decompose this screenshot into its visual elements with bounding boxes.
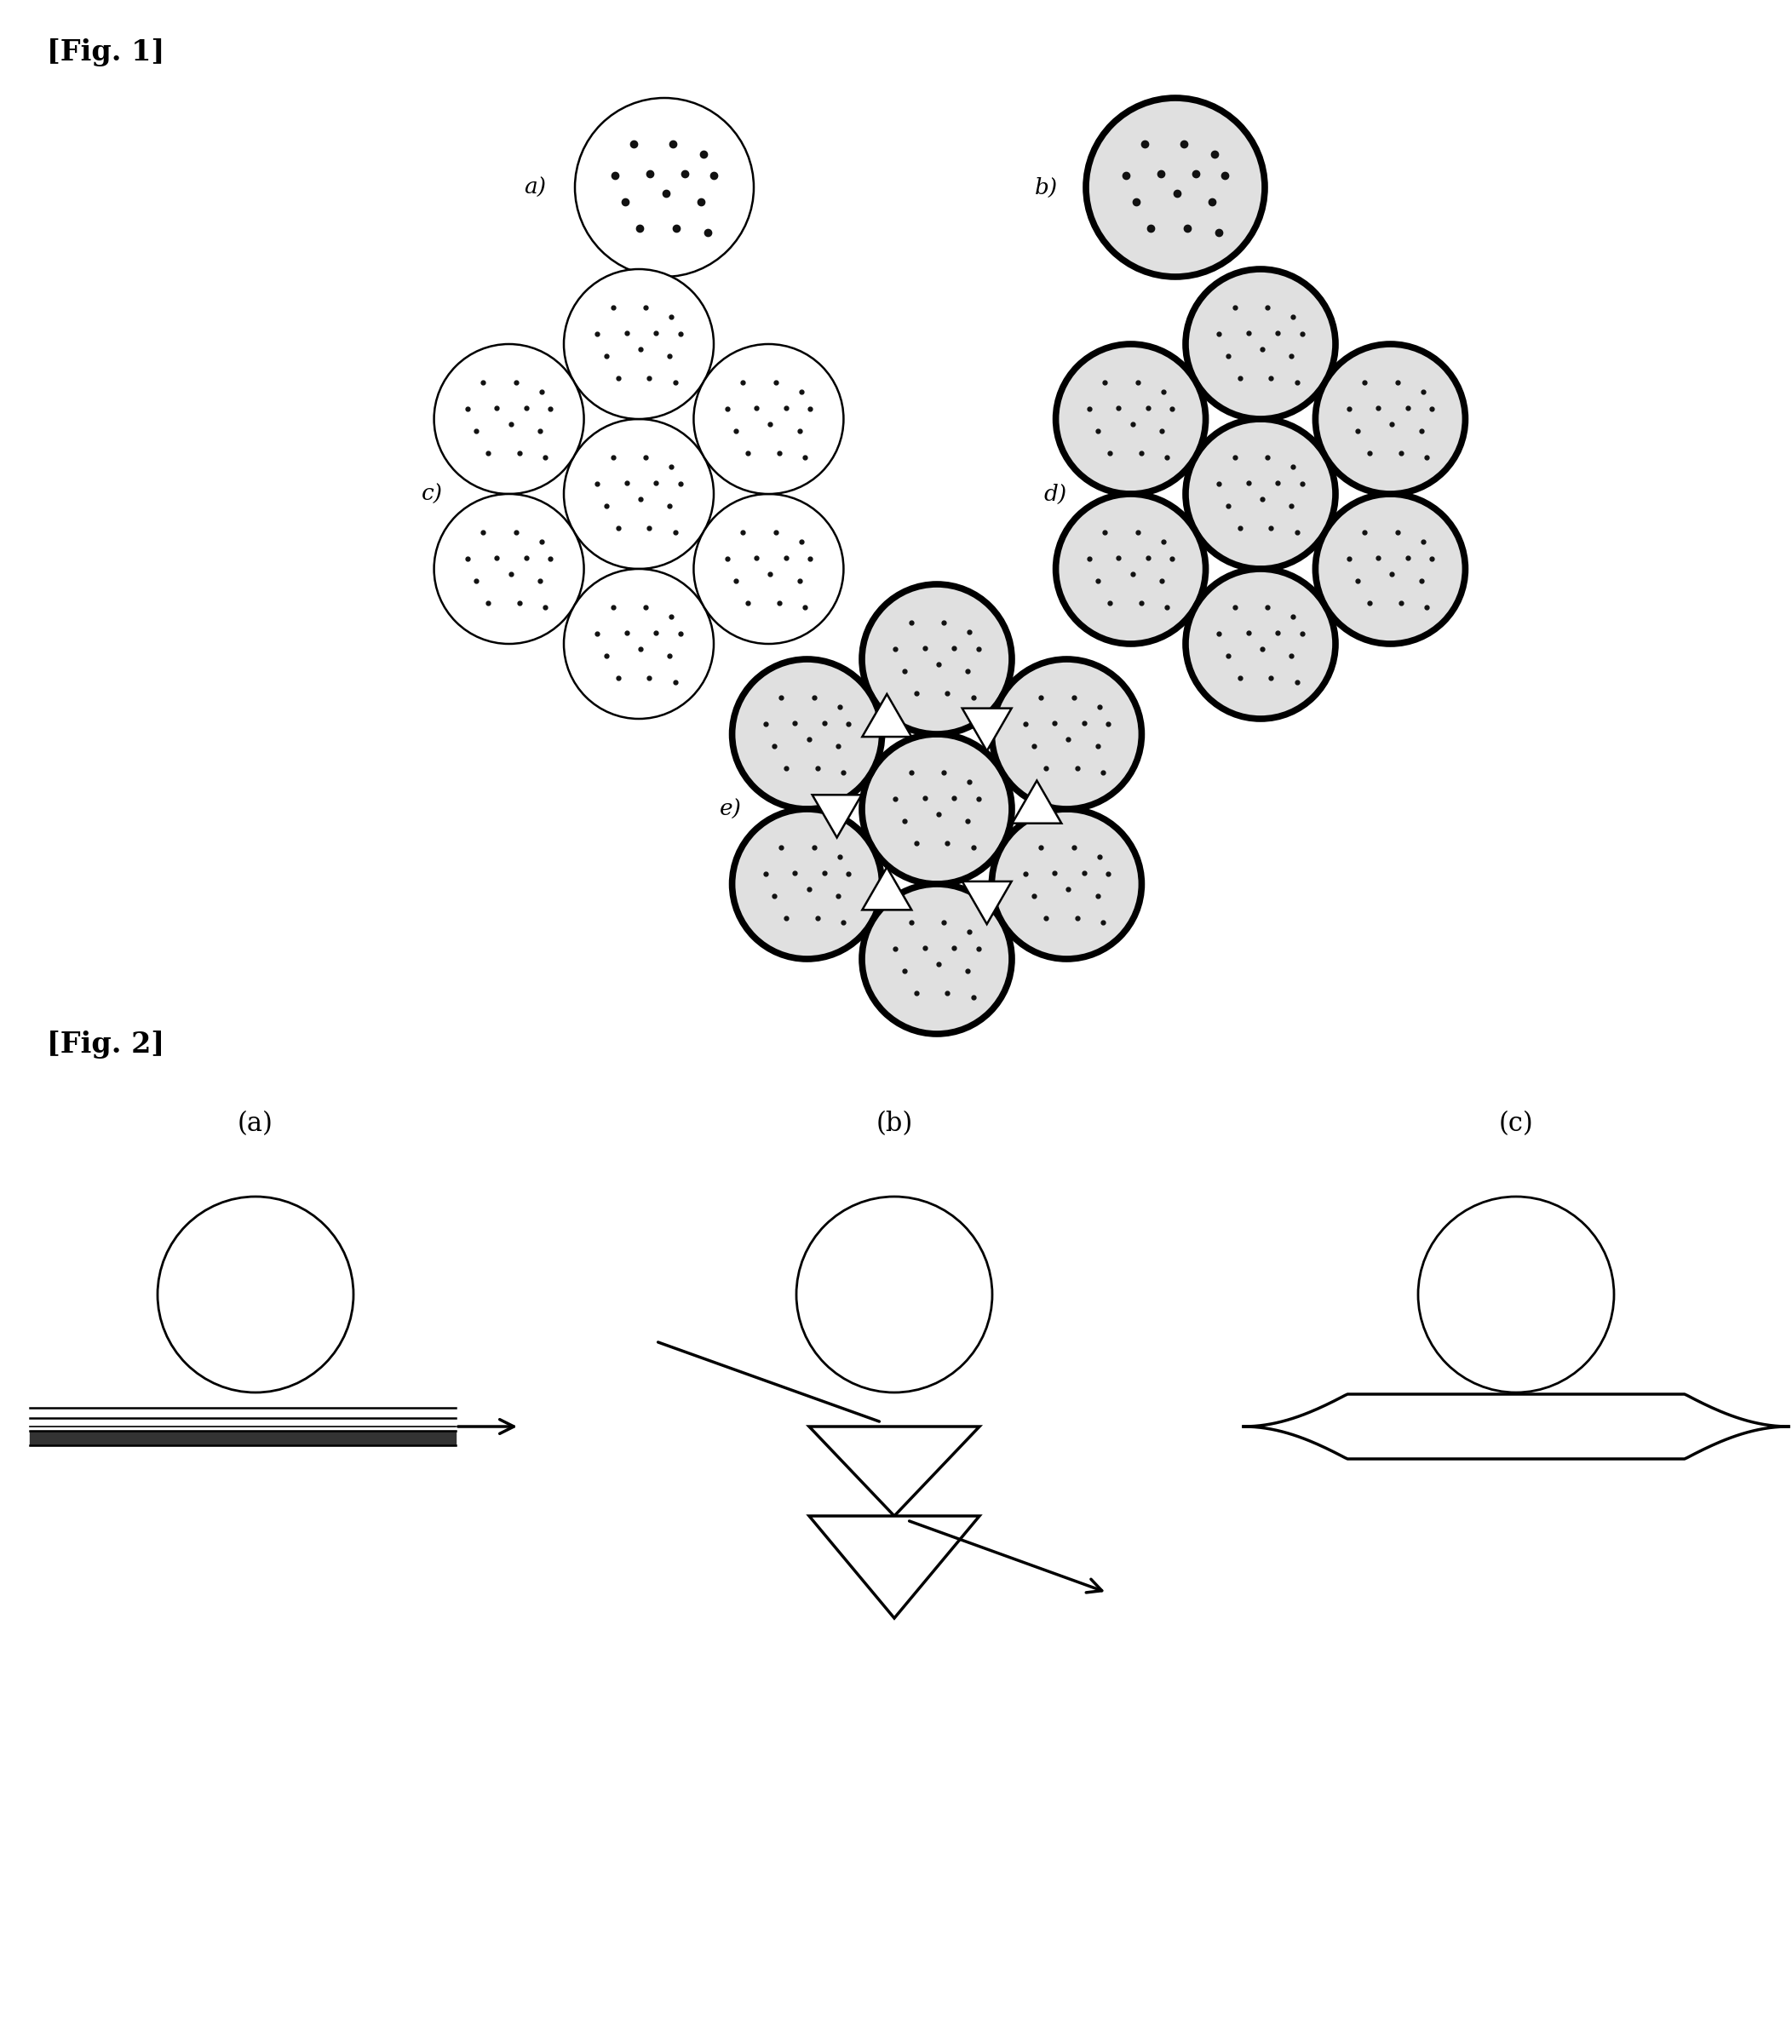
Circle shape [796,1196,993,1392]
Circle shape [564,419,713,568]
Circle shape [564,568,713,719]
Circle shape [694,495,844,644]
Circle shape [1186,419,1335,568]
Circle shape [1417,1196,1615,1392]
Circle shape [991,658,1142,809]
Circle shape [733,809,882,959]
Circle shape [564,270,713,419]
Polygon shape [812,795,862,838]
Circle shape [1055,343,1206,495]
Circle shape [1315,343,1466,495]
Circle shape [434,495,584,644]
Circle shape [694,343,844,495]
Circle shape [862,734,1012,883]
Circle shape [158,1196,353,1392]
Circle shape [1315,495,1466,644]
Text: a): a) [523,176,547,198]
Circle shape [862,883,1012,1034]
Circle shape [1086,98,1265,276]
Text: c): c) [421,482,443,505]
Text: d): d) [1043,482,1066,505]
Circle shape [862,585,1012,734]
Polygon shape [1012,781,1061,824]
Text: e): e) [720,799,742,820]
Polygon shape [862,695,912,736]
Text: (b): (b) [876,1112,912,1136]
Text: (a): (a) [238,1112,274,1136]
Circle shape [1055,495,1206,644]
Bar [30,1408,455,1445]
Circle shape [434,343,584,495]
Polygon shape [810,1427,980,1517]
Text: [Fig. 2]: [Fig. 2] [47,1030,165,1059]
Polygon shape [810,1517,980,1619]
Text: (c): (c) [1498,1112,1534,1136]
Circle shape [575,98,754,276]
Circle shape [733,658,882,809]
Polygon shape [862,867,912,910]
Polygon shape [962,709,1011,750]
Text: [Fig. 1]: [Fig. 1] [47,39,165,65]
Text: b): b) [1034,176,1057,198]
Circle shape [991,809,1142,959]
Circle shape [1186,270,1335,419]
Polygon shape [962,881,1011,924]
Circle shape [1186,568,1335,719]
